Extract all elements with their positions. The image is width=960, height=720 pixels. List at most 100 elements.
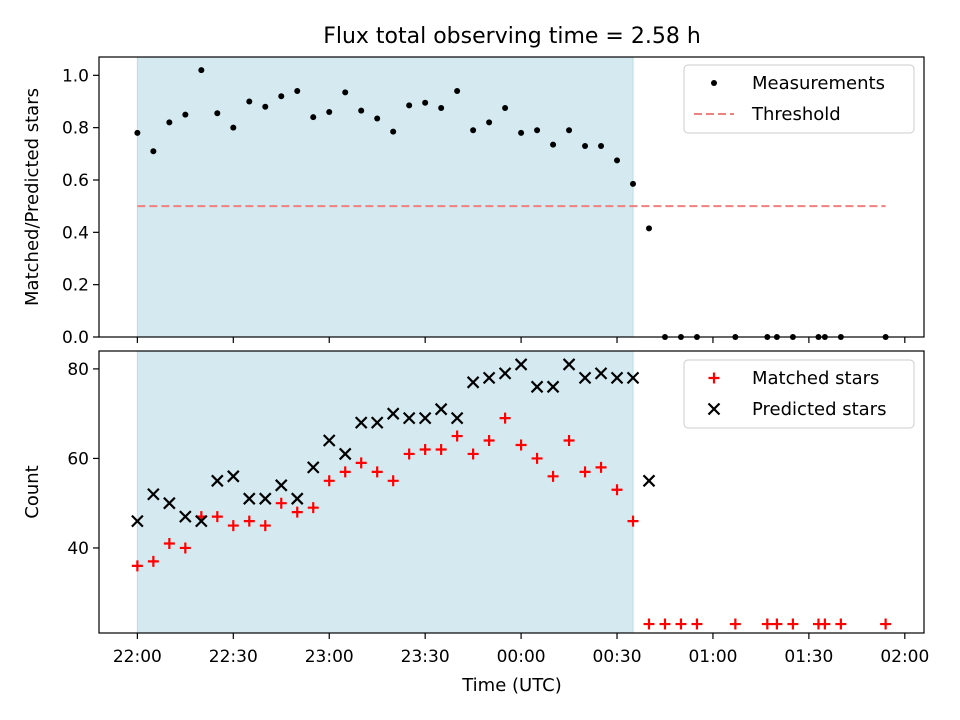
data-point: [466, 376, 480, 389]
y-tick-label: 0.2: [62, 276, 89, 296]
data-point: [547, 470, 559, 482]
axes-frame: [98, 56, 925, 338]
data-point: [483, 435, 495, 447]
data-point: [243, 515, 255, 527]
legend-box: [683, 64, 915, 134]
data-point: [627, 515, 639, 527]
legend-swatch: [708, 372, 720, 384]
data-point: [403, 448, 415, 460]
data-point: [450, 411, 464, 425]
data-point: [675, 618, 687, 630]
data-point: [761, 618, 773, 630]
data-point: [227, 520, 239, 532]
data-point: [531, 452, 543, 464]
data-point: [342, 89, 349, 96]
data-point: [227, 470, 240, 483]
data-point: [195, 514, 208, 528]
x-tick-label: 00:00: [497, 647, 546, 667]
data-point: [147, 487, 160, 501]
data-point: [166, 119, 173, 126]
data-point: [371, 466, 383, 478]
data-point: [338, 447, 352, 461]
data-point: [630, 180, 637, 187]
data-point: [246, 98, 253, 105]
data-point: [163, 496, 176, 510]
data-point: [502, 105, 509, 112]
x-tick-label: 23:00: [305, 647, 354, 667]
series-2: [131, 358, 656, 528]
data-point: [515, 439, 527, 451]
legend-label: Threshold: [751, 104, 841, 125]
x-tick-label: 00:30: [593, 647, 642, 667]
chart-title: Flux total observing time = 2.58 h: [323, 24, 701, 49]
data-point: [880, 618, 892, 630]
data-point: [402, 411, 416, 425]
x-tick-label: 22:00: [113, 647, 162, 667]
data-point: [274, 479, 288, 492]
y-tick-label: 60: [67, 449, 89, 469]
data-point: [294, 88, 301, 95]
x-tick-label: 23:30: [401, 647, 450, 667]
data-point: [598, 142, 605, 149]
data-point: [594, 367, 608, 380]
data-point: [262, 103, 269, 110]
data-point: [390, 128, 397, 135]
data-point: [211, 474, 224, 488]
data-point: [566, 127, 573, 134]
data-point: [370, 416, 384, 429]
data-point: [659, 618, 671, 630]
data-point: [230, 124, 237, 131]
legend: Measurements Threshold: [683, 64, 915, 134]
legend-label: Measurements: [752, 73, 885, 94]
y-tick-label: 1.0: [62, 66, 89, 86]
panel-1: 0.0 0.2 0.4 0.6 0.8 1.0 Measurements Threshold: [62, 56, 925, 348]
data-point: [582, 142, 589, 149]
data-point: [306, 461, 320, 474]
data-point: [514, 358, 528, 371]
data-point: [387, 475, 399, 487]
data-point: [419, 443, 431, 455]
data-point: [563, 435, 575, 447]
data-point: [467, 448, 479, 460]
data-point: [550, 141, 557, 148]
y-tick-label: 0.8: [62, 119, 89, 139]
axes-frame: [98, 350, 925, 634]
data-point: [729, 618, 741, 630]
data-point: [259, 520, 271, 532]
data-point: [498, 367, 512, 380]
data-point: [482, 371, 496, 385]
x-tick-label: 01:00: [688, 647, 737, 667]
data-point: [819, 618, 831, 630]
panel-2: 40 60 80 22:00 22:30 23:00 23:30 00:00 00:30 01:0…: [67, 350, 929, 667]
data-point: [518, 129, 525, 136]
data-point: [355, 457, 367, 469]
data-point: [562, 358, 576, 371]
data-point: [434, 402, 448, 416]
data-point: [211, 511, 223, 523]
y-tick-label: 0.6: [62, 171, 89, 191]
x-tick-label: 02:00: [880, 647, 929, 667]
data-point: [259, 492, 272, 505]
data-point: [131, 514, 144, 528]
data-point: [322, 434, 336, 447]
data-point: [278, 93, 285, 100]
legend-swatch: [707, 402, 721, 416]
data-point: [642, 474, 656, 488]
data-point: [486, 119, 493, 126]
data-point: [243, 492, 256, 505]
data-point: [198, 67, 205, 74]
data-point: [182, 111, 189, 118]
data-point: [579, 466, 591, 478]
data-point: [275, 497, 287, 509]
data-point: [406, 102, 413, 109]
data-point: [626, 371, 640, 385]
plot-layer: 0.0 0.2 0.4 0.6 0.8 1.0 Measurements Threshold 4…: [62, 56, 929, 667]
data-point: [578, 371, 592, 385]
x-tick-label: 01:30: [784, 647, 833, 667]
observing-window-shade: [136, 350, 634, 634]
data-point: [610, 371, 624, 385]
data-point: [422, 99, 429, 106]
data-point: [290, 492, 304, 505]
data-point: [374, 115, 381, 122]
data-point: [386, 407, 400, 420]
